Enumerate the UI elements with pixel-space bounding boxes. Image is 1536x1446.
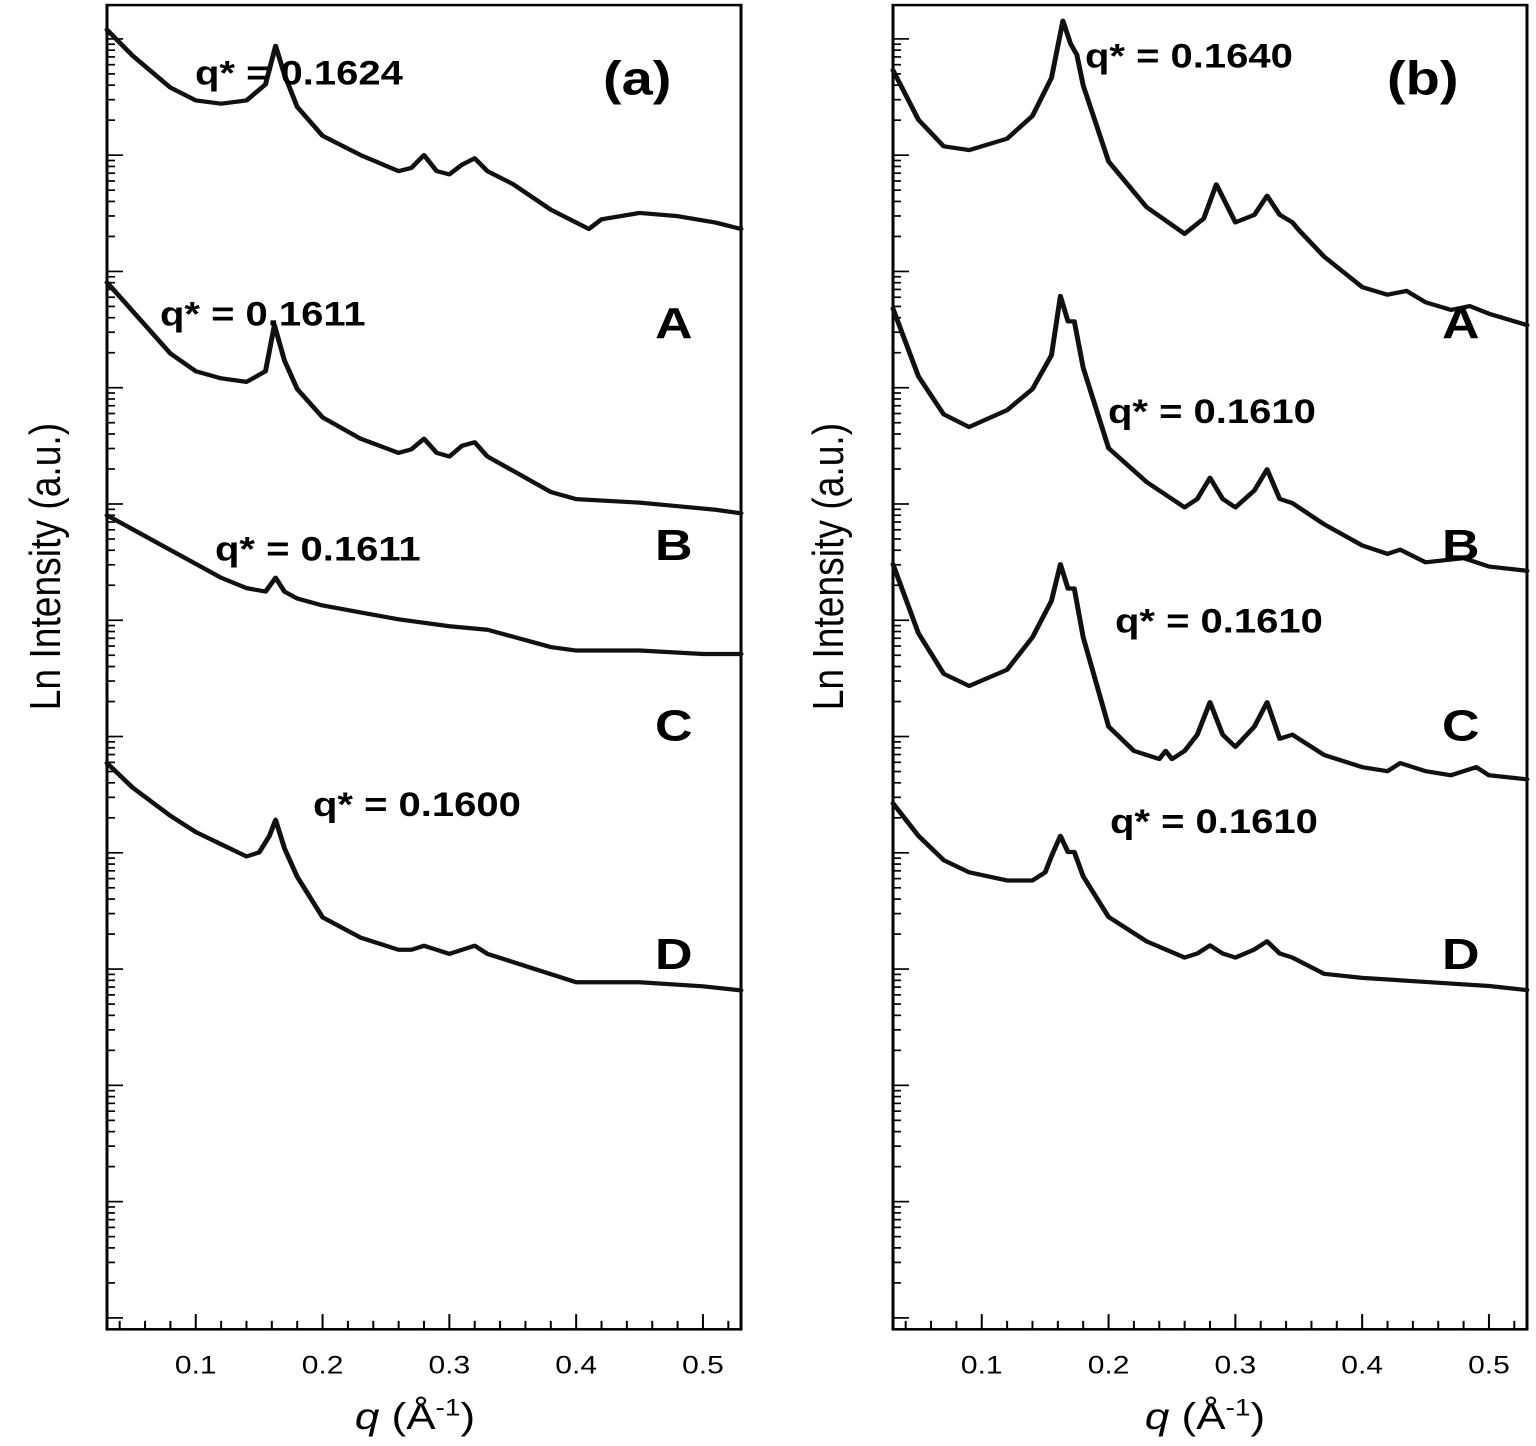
x-tick-label: 0.5	[1468, 1350, 1510, 1378]
peak-label-D: q* = 0.1600	[313, 785, 521, 823]
series-label-C: C	[1442, 701, 1480, 750]
panel-a-y-axis-label: Ln Intensity (a.u.)	[20, 423, 70, 710]
series-line-C	[104, 513, 744, 657]
x-tick-label: 0.2	[302, 1350, 344, 1378]
series-label-A: A	[655, 299, 693, 348]
series-line-D	[104, 760, 744, 993]
series-markers-C	[106, 514, 741, 655]
panel-a-x-ticks: 0.1 0.2 0.3 0.4 0.5	[118, 1314, 730, 1379]
peak-label-A: q* = 0.1624	[195, 54, 403, 92]
panel-a-label: (a)	[603, 52, 671, 105]
panel-b-y-ticks	[893, 38, 909, 1319]
x-tick-label: 0.4	[555, 1350, 597, 1378]
panel-a-y-ticks	[107, 38, 123, 1319]
series-markers-B	[891, 295, 1528, 572]
panel-a-x-axis-var: q	[355, 1395, 380, 1437]
series-line-B	[104, 280, 744, 516]
peak-label-C: q* = 0.1611	[215, 530, 421, 568]
series-label-D: D	[655, 930, 693, 979]
series-line-B	[890, 293, 1530, 573]
peak-label-B: q* = 0.1611	[160, 295, 366, 333]
series-line-C	[890, 562, 1530, 782]
panel-b: 0.1 0.2 0.3 0.4 0.5 q* = 0.1640 Aq* = 0.1610 B…	[803, 3, 1530, 1437]
x-tick-label: 0.1	[175, 1350, 217, 1378]
panel-b-label: (b)	[1387, 52, 1458, 105]
panel-b-series: q* = 0.1640 Aq* = 0.1610 Bq* = 0.1610 Cq* =…	[890, 18, 1530, 993]
series-label-A: A	[1442, 299, 1480, 348]
series-label-D: D	[1442, 930, 1480, 979]
panel-b-x-axis-close: )	[1250, 1395, 1265, 1437]
panel-a-frame	[105, 3, 743, 1331]
series-line-A	[890, 18, 1530, 328]
x-tick-label: 0.3	[429, 1350, 471, 1378]
x-tick-label: 0.1	[961, 1350, 1003, 1378]
x-tick-label: 0.2	[1088, 1350, 1130, 1378]
peak-label-B: q* = 0.1610	[1108, 392, 1316, 430]
x-tick-label: 0.5	[682, 1350, 724, 1378]
series-line-A	[104, 27, 744, 232]
panel-b-x-axis-label: q (Å-1)	[1145, 1395, 1265, 1437]
panel-a: 0.1 0.2 0.3 0.4 0.5 q* = 0.1624 Aq* = 0.1611 B…	[20, 3, 744, 1437]
peak-label-D: q* = 0.1610	[1110, 802, 1318, 840]
panel-b-x-axis-unit: (Å	[1169, 1395, 1226, 1437]
panel-b-x-axis-var: q	[1145, 1395, 1170, 1437]
series-markers-D	[892, 802, 1528, 991]
series-label-B: B	[1442, 521, 1480, 570]
peak-label-C: q* = 0.1610	[1115, 601, 1323, 639]
series-label-B: B	[655, 521, 693, 570]
peak-label-A: q* = 0.1640	[1085, 37, 1293, 75]
x-tick-label: 0.4	[1341, 1350, 1383, 1378]
panel-a-series: q* = 0.1624 Aq* = 0.1611 Bq* = 0.1611 Cq* =…	[104, 27, 744, 993]
panel-a-x-axis-close: )	[460, 1395, 475, 1437]
series-label-C: C	[655, 701, 693, 750]
series-markers-C	[891, 563, 1528, 781]
panel-b-x-ticks: 0.1 0.2 0.3 0.4 0.5	[904, 1314, 1516, 1379]
panel-a-x-axis-sup: -1	[436, 1395, 461, 1421]
panel-b-y-axis-label: Ln Intensity (a.u.)	[803, 423, 853, 710]
panel-a-x-axis-unit: (Å	[379, 1395, 436, 1437]
panel-a-x-axis-label: q (Å-1)	[355, 1395, 475, 1437]
panel-b-x-axis-sup: -1	[1226, 1395, 1251, 1421]
x-tick-label: 0.3	[1215, 1350, 1257, 1378]
